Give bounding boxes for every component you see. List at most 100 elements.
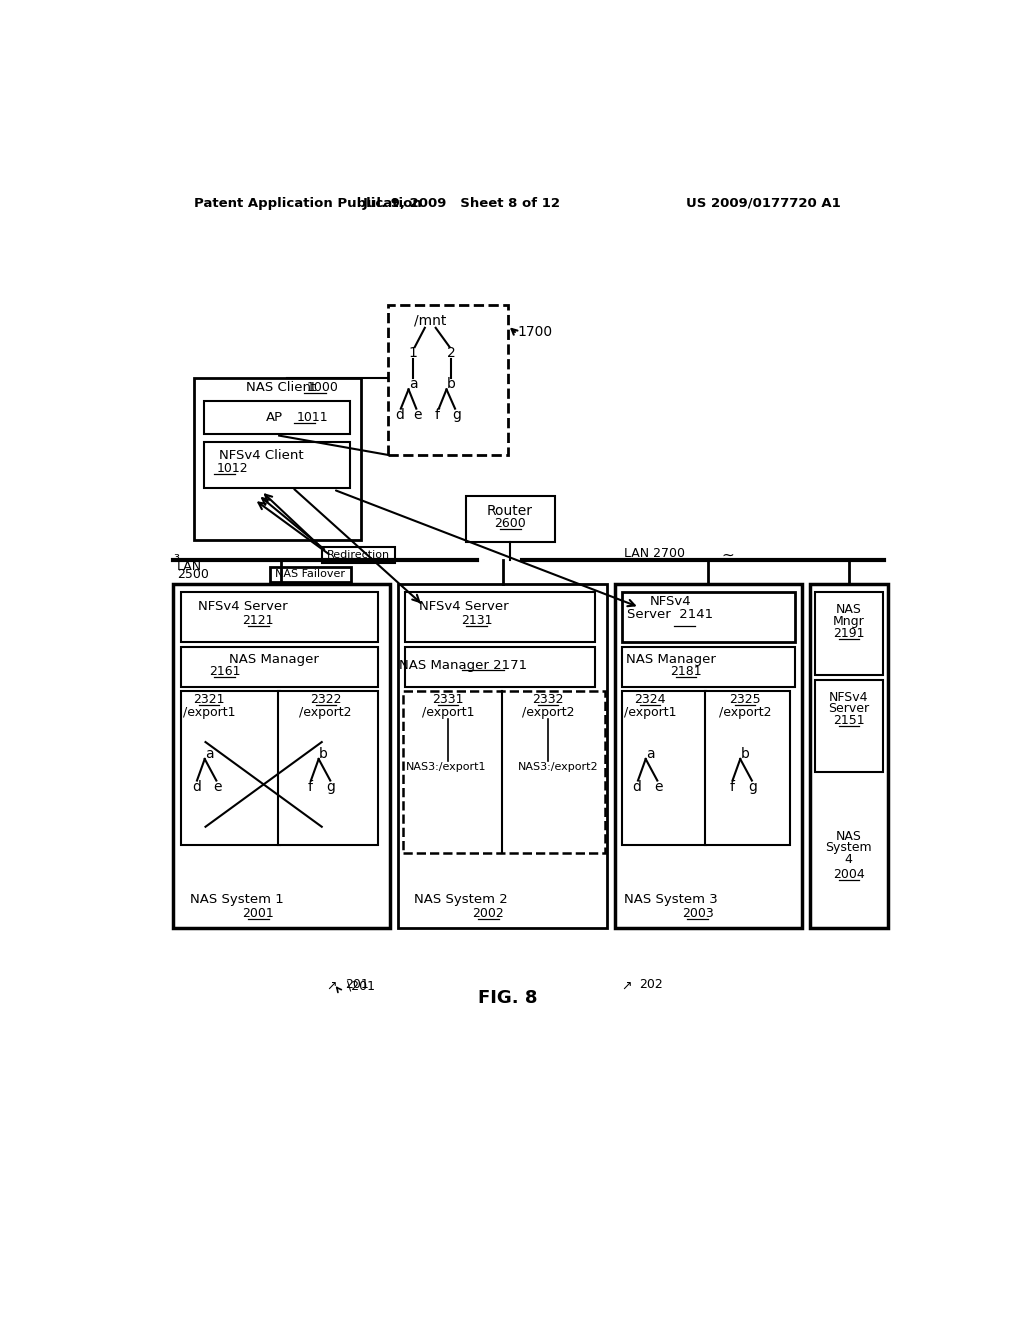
Text: NAS Manager: NAS Manager (228, 653, 318, 667)
Text: 2002: 2002 (472, 907, 504, 920)
Text: 2600: 2600 (495, 517, 526, 529)
Text: g: g (327, 780, 336, 793)
Bar (173, 585, 390, 928)
Text: /export2: /export2 (719, 706, 771, 719)
Text: b: b (740, 747, 750, 760)
Text: NAS3:/export1: NAS3:/export1 (406, 762, 486, 772)
Text: AP: AP (266, 411, 283, 424)
Text: Redirection: Redirection (327, 550, 390, 560)
Bar (466, 496, 555, 543)
Text: 2325: 2325 (729, 693, 761, 706)
Text: NFSv4: NFSv4 (829, 690, 868, 704)
Text: 1: 1 (409, 346, 418, 360)
Text: $\nearrow$: $\nearrow$ (324, 979, 337, 993)
Text: 2321: 2321 (194, 693, 225, 706)
Text: NAS System 1: NAS System 1 (189, 894, 284, 907)
Text: 201: 201 (345, 978, 369, 991)
Bar (614, 585, 802, 928)
Text: 1011: 1011 (297, 411, 329, 424)
Text: NFSv4 Server: NFSv4 Server (419, 601, 508, 612)
Text: 2131: 2131 (461, 614, 493, 627)
Bar (270, 566, 351, 582)
Text: a: a (409, 378, 418, 391)
Text: NAS Client: NAS Client (246, 381, 316, 395)
Bar (406, 591, 595, 642)
Text: NAS Manager 2171: NAS Manager 2171 (398, 659, 527, 672)
Text: $\sim\!\!$: $\sim\!\!$ (719, 546, 735, 562)
Text: 4: 4 (845, 853, 853, 866)
Bar (194, 378, 360, 540)
Bar (403, 692, 604, 853)
Text: \201: \201 (346, 979, 375, 993)
Text: a: a (205, 747, 214, 760)
Text: NAS3:/export2: NAS3:/export2 (518, 762, 598, 772)
Bar (204, 401, 349, 434)
Text: NFSv4 Server: NFSv4 Server (198, 601, 288, 612)
Text: /export1: /export1 (624, 706, 677, 719)
Text: NAS: NAS (836, 829, 861, 842)
Text: /export1: /export1 (183, 706, 236, 719)
Text: e: e (414, 408, 422, 422)
Text: /export2: /export2 (522, 706, 574, 719)
Text: d: d (395, 408, 403, 422)
Bar (279, 692, 378, 845)
Text: 202: 202 (640, 978, 664, 991)
Text: 2331: 2331 (432, 693, 464, 706)
Text: $\nearrow$: $\nearrow$ (618, 979, 632, 993)
Bar (406, 647, 595, 686)
Text: 2004: 2004 (833, 869, 864, 880)
Text: 2181: 2181 (670, 665, 701, 678)
Text: LAN 2700: LAN 2700 (624, 546, 685, 560)
Text: LAN: LAN (177, 560, 202, 573)
Text: NAS Failover: NAS Failover (275, 569, 345, 579)
Text: Mngr: Mngr (833, 615, 864, 628)
Text: 2: 2 (446, 346, 456, 360)
Text: 2003: 2003 (682, 907, 714, 920)
Bar (815, 591, 883, 675)
Text: 2191: 2191 (833, 627, 864, 640)
Text: System: System (825, 841, 872, 854)
Text: 2322: 2322 (310, 693, 341, 706)
Text: f: f (729, 780, 734, 793)
Text: a: a (646, 747, 654, 760)
Text: 2121: 2121 (243, 614, 274, 627)
Text: d: d (191, 780, 201, 793)
Text: g: g (453, 408, 461, 422)
Text: Patent Application Publication: Patent Application Publication (194, 197, 422, 210)
Text: 2001: 2001 (243, 907, 274, 920)
Text: Router: Router (487, 504, 534, 517)
Text: 2324: 2324 (635, 693, 666, 706)
Text: 1012: 1012 (216, 462, 248, 475)
Bar (397, 585, 607, 928)
Text: f: f (307, 780, 312, 793)
Bar (623, 647, 795, 686)
Text: f: f (435, 408, 439, 422)
Bar (815, 680, 883, 772)
Text: /export1: /export1 (422, 706, 474, 719)
Bar (322, 548, 395, 562)
Text: 2161: 2161 (209, 665, 241, 678)
Text: d: d (633, 780, 642, 793)
Bar (705, 692, 790, 845)
Text: /export2: /export2 (299, 706, 352, 719)
Text: NAS System 2: NAS System 2 (415, 894, 508, 907)
Bar (180, 692, 280, 845)
Text: b: b (446, 378, 456, 391)
Text: NFSv4: NFSv4 (649, 595, 691, 609)
Text: /mnt: /mnt (414, 313, 446, 327)
Text: NAS System 3: NAS System 3 (624, 894, 718, 907)
Text: Jul. 9, 2009   Sheet 8 of 12: Jul. 9, 2009 Sheet 8 of 12 (362, 197, 560, 210)
Text: 2500: 2500 (177, 569, 209, 582)
Bar (623, 692, 707, 845)
Text: 2332: 2332 (532, 693, 564, 706)
Text: e: e (654, 780, 664, 793)
Text: 1000: 1000 (306, 381, 338, 395)
Text: 2151: 2151 (833, 714, 864, 727)
Text: b: b (318, 747, 328, 760)
Bar (388, 305, 508, 455)
Bar (180, 647, 378, 686)
Text: ³: ³ (173, 553, 179, 568)
Bar (180, 591, 378, 642)
Text: e: e (214, 780, 222, 793)
Bar (204, 442, 349, 488)
